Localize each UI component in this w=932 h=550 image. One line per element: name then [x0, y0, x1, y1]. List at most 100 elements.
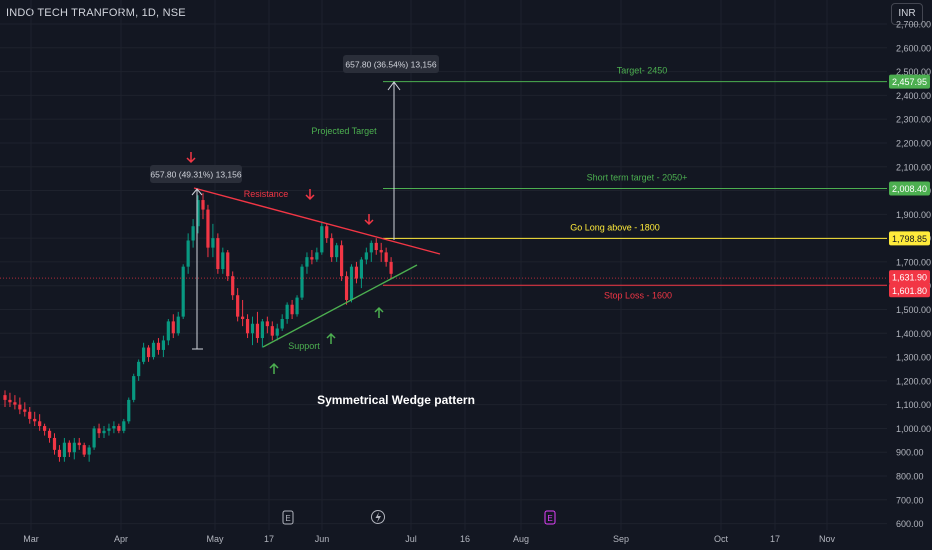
- lightning-icon: [375, 512, 381, 523]
- price-tick-label: 2,100.00: [896, 162, 931, 172]
- candle-body: [3, 395, 7, 400]
- candle-body: [132, 376, 136, 400]
- symbol-title: INDO TECH TRANFORM, 1D, NSE: [6, 7, 186, 19]
- time-tick-label: Jun: [315, 534, 330, 544]
- price-axis-label-box: [889, 283, 930, 298]
- time-tick-label: Sep: [613, 534, 629, 544]
- currency-button[interactable]: INR: [891, 3, 923, 25]
- candles: [3, 192, 393, 462]
- candle-body: [142, 347, 146, 362]
- price-tick-label: 1,700.00: [896, 257, 931, 267]
- price-axis-label: 1,601.80: [892, 286, 927, 296]
- price-tick-label: 700.00: [896, 495, 924, 505]
- candle-body: [270, 326, 274, 336]
- candle-body: [57, 449, 62, 457]
- candle-body: [310, 257, 314, 260]
- measure-tools: 657.80 (49.31%) 13,156 657.80 (36.54%) 13…: [150, 55, 439, 350]
- price-tick-label: 2,500.00: [896, 67, 931, 77]
- price-axis-label-box: [889, 74, 930, 89]
- level-label: Go Long above - 1800: [570, 222, 660, 232]
- candle-body: [280, 319, 284, 329]
- flash-marker-icon: [371, 510, 385, 524]
- candle-body: [285, 304, 289, 320]
- candle-body: [161, 340, 165, 350]
- price-tick-label: 2,300.00: [896, 115, 931, 125]
- time-tick-label: May: [206, 534, 224, 544]
- time-tick-label: Apr: [114, 534, 128, 544]
- price-tick-label: 2,700.00: [896, 20, 931, 30]
- candle-body: [221, 252, 225, 270]
- candle-body: [87, 447, 91, 455]
- earnings-marker-label: E: [285, 514, 290, 523]
- price-axis-label: 1,798.85: [892, 234, 927, 244]
- pattern-label: Symmetrical Wedge pattern: [317, 393, 475, 407]
- candle-body: [250, 323, 255, 334]
- candle-body: [13, 402, 17, 405]
- measure-arrow-1: [191, 188, 203, 196]
- candle-body: [102, 430, 106, 434]
- price-tick-label: 1,200.00: [896, 376, 931, 386]
- level-label: Target- 2450: [617, 66, 668, 76]
- candle-body: [325, 226, 329, 239]
- price-tick-label: 2,600.00: [896, 43, 931, 53]
- candle-body: [265, 321, 269, 327]
- candle-body: [156, 342, 161, 350]
- time-tick-label: Nov: [819, 534, 836, 544]
- candle-body: [112, 426, 116, 429]
- time-axis: Mar Apr May 17 Jun Jul 16 Aug Sep Oct 17 Nov E E: [23, 510, 836, 544]
- candle-body: [181, 266, 185, 317]
- price-axis-label: 2,457.95: [892, 77, 927, 87]
- price-axis-label-box: [889, 231, 930, 246]
- candle-body: [364, 252, 368, 260]
- candle-body: [354, 266, 359, 279]
- level-label: Stop Loss - 1600: [604, 290, 672, 300]
- candle-body: [344, 276, 349, 300]
- price-tick-label: 900.00: [896, 448, 924, 458]
- candle-body: [340, 245, 344, 277]
- candle-body: [72, 442, 76, 453]
- price-tick-label: 1,400.00: [896, 329, 931, 339]
- candle-body: [28, 411, 32, 419]
- candle-body: [359, 259, 363, 279]
- candle-body: [62, 442, 66, 457]
- price-tick-label: 2,200.00: [896, 138, 931, 148]
- price-tick-label: 1,000.00: [896, 424, 931, 434]
- time-tick-label: 17: [264, 534, 274, 544]
- candle-body: [369, 242, 373, 253]
- arrow-up-icon: [269, 362, 279, 374]
- measure-label-box: [150, 165, 242, 183]
- candle-body: [290, 304, 294, 315]
- time-tick-label: Aug: [513, 534, 529, 544]
- support-line: [262, 264, 418, 348]
- resistance-label: Resistance: [244, 189, 289, 199]
- candle-body: [191, 226, 195, 241]
- candle-body: [92, 428, 96, 448]
- candle-body: [201, 200, 205, 210]
- candle-body: [236, 295, 240, 317]
- price-tick-label: 1,300.00: [896, 353, 931, 363]
- candle-body: [38, 421, 42, 427]
- arrow-up-icon: [326, 332, 336, 344]
- candle-body: [379, 250, 383, 253]
- candle-body: [216, 238, 220, 270]
- level-lines: Target- 2450 Short term target - 2050+ Go …: [0, 66, 887, 300]
- price-axis-label: 2,008.40: [892, 184, 927, 194]
- candle-body: [47, 430, 52, 438]
- candle-body: [305, 257, 309, 267]
- price-tick-label: 1,900.00: [896, 210, 931, 220]
- price-tick-label: 600.00: [896, 519, 924, 529]
- candle-body: [315, 252, 319, 260]
- candle-body: [245, 319, 250, 334]
- candle-body: [127, 399, 131, 422]
- candle-body: [211, 238, 215, 248]
- candle-body: [255, 323, 260, 339]
- candle-body: [97, 428, 101, 434]
- candle-body: [374, 242, 378, 251]
- measure-arrow-2: [387, 81, 401, 91]
- candle-body: [146, 347, 151, 358]
- candle-body: [77, 442, 81, 446]
- time-tick-label: Jul: [405, 534, 417, 544]
- candle-body: [389, 261, 393, 274]
- time-tick-label: 16: [460, 534, 470, 544]
